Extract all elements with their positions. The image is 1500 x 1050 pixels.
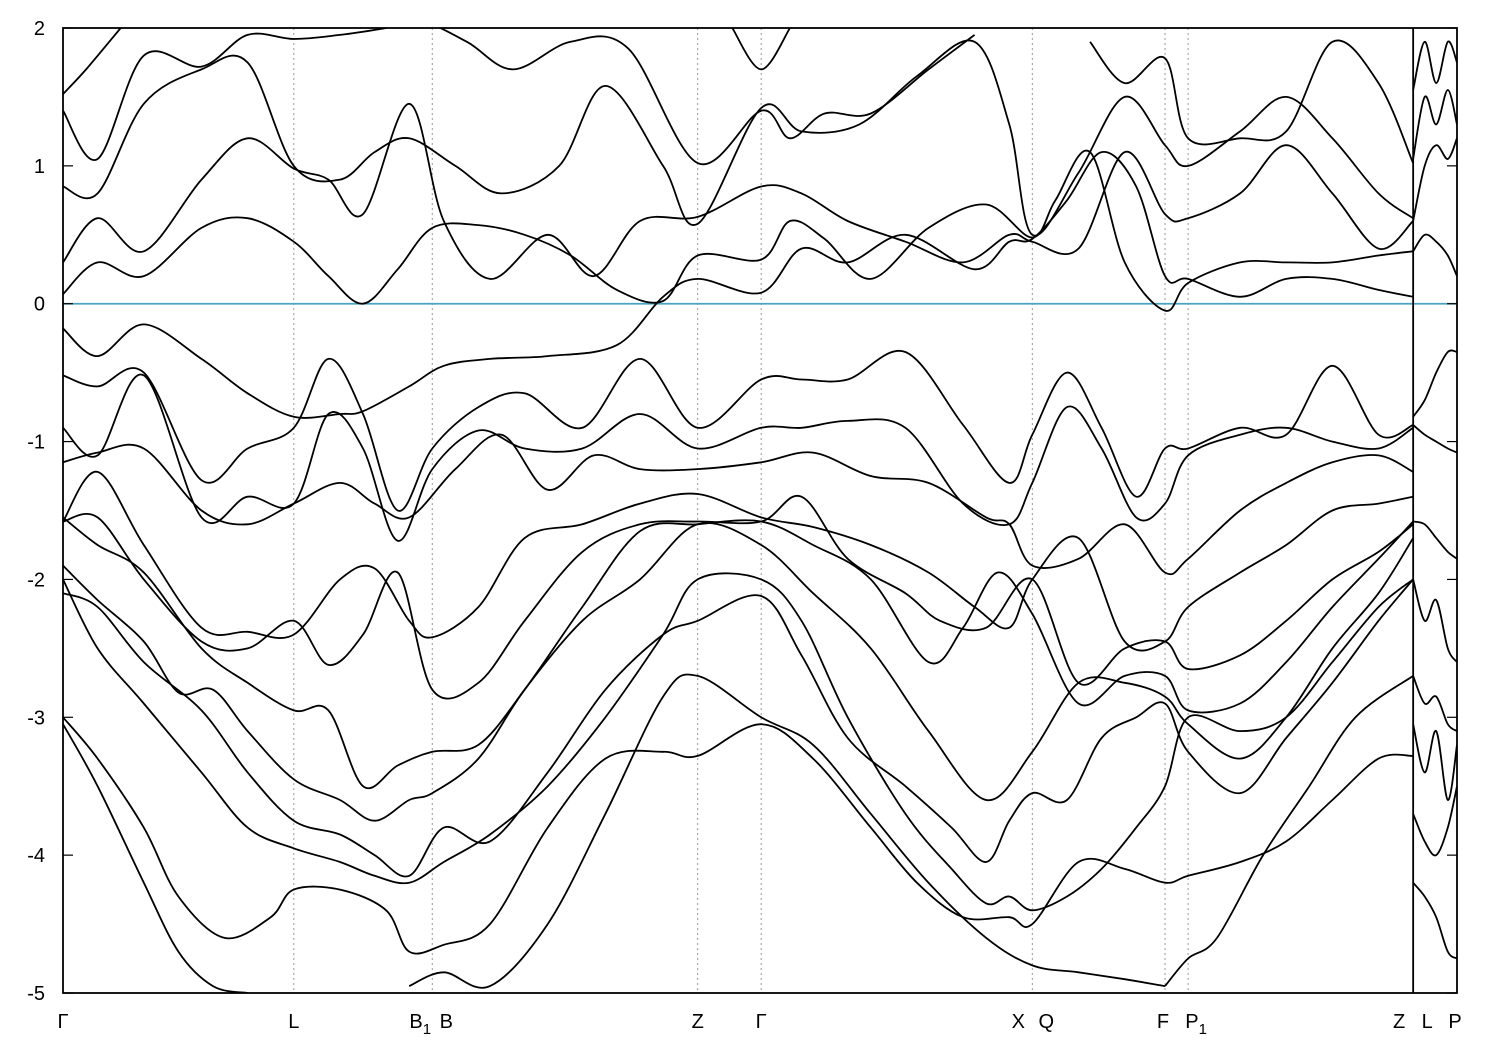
right-panel-band-line-8 [1412, 675, 1457, 732]
band-line-13 [63, 516, 1414, 790]
band-line-17 [63, 716, 1414, 955]
kpoint-label: P [1448, 1011, 1461, 1033]
kpoint-gridlines [293, 28, 1189, 993]
band-line-6 [63, 28, 122, 95]
kpoint-label: F [1157, 1011, 1169, 1033]
band-line-5 [1089, 39, 1414, 164]
x-axis-kpoint-labels: Γ L B1 B Z Γ X Q F P1 Z L P [57, 1011, 1461, 1038]
y-tick-label: 2 [34, 18, 45, 40]
band-line-10 [63, 433, 1414, 576]
right-panel-band-line-1 [1412, 89, 1457, 160]
right-panel-band-line-0 [1412, 137, 1457, 222]
band-line-9 [63, 373, 1414, 542]
right-panel-band-line-3 [1412, 233, 1457, 277]
band-line-16 [63, 572, 1414, 912]
kpoint-label: L [1422, 1011, 1433, 1033]
right-panel-band-line-6 [1412, 520, 1457, 560]
kpoint-label: X [1012, 1011, 1025, 1033]
kpoint-label: Q [1039, 1011, 1055, 1033]
band-line-18 [63, 723, 248, 993]
band-line-14 [63, 522, 1414, 822]
band-line-15 [63, 578, 1414, 878]
y-tick-label: -2 [27, 569, 45, 591]
kpoint-label: B [440, 1011, 453, 1033]
right-panel-band-line-9 [1412, 723, 1457, 801]
band-line-11 [63, 470, 1414, 652]
right-panel-band-line-5 [1412, 424, 1457, 454]
kpoint-label: P1 [1185, 1011, 1207, 1038]
kpoint-label: Γ [57, 1011, 68, 1033]
y-tick-label: -4 [27, 845, 45, 867]
band-lines [63, 28, 1457, 993]
y-tick-label: -5 [27, 983, 45, 1005]
kpoint-label: Z [692, 1011, 704, 1033]
y-axis-ticks: 2 1 0 -1 -2 -3 -4 -5 [27, 18, 1457, 1005]
band-line-3 [63, 39, 1414, 237]
right-panel-band-line-2 [1412, 40, 1457, 91]
right-panel-band-line-10 [1412, 786, 1457, 857]
band-line-4 [63, 28, 976, 166]
right-panel-band-line-7 [1412, 579, 1457, 663]
right-panel-band-line-11 [1412, 882, 1457, 960]
band-line-20 [1164, 675, 1414, 987]
kpoint-label: B1 [409, 1011, 431, 1038]
kpoint-label: Z [1393, 1011, 1405, 1033]
band-line-0 [63, 151, 1414, 419]
band-line-2 [63, 102, 1414, 280]
kpoint-label: Γ [756, 1011, 767, 1033]
y-tick-label: -1 [27, 432, 45, 454]
right-panel-band-line-4 [1412, 349, 1457, 418]
band-line-8 [63, 349, 1414, 512]
band-line-19 [408, 673, 1166, 989]
band-line-12 [63, 494, 1414, 700]
y-tick-label: 1 [34, 156, 45, 178]
kpoint-label: L [288, 1011, 299, 1033]
plot-frame [62, 27, 1458, 994]
y-tick-label: -3 [27, 707, 45, 729]
band-line-1 [63, 149, 1414, 312]
band-line-7 [731, 28, 791, 71]
y-tick-label: 0 [34, 294, 45, 316]
